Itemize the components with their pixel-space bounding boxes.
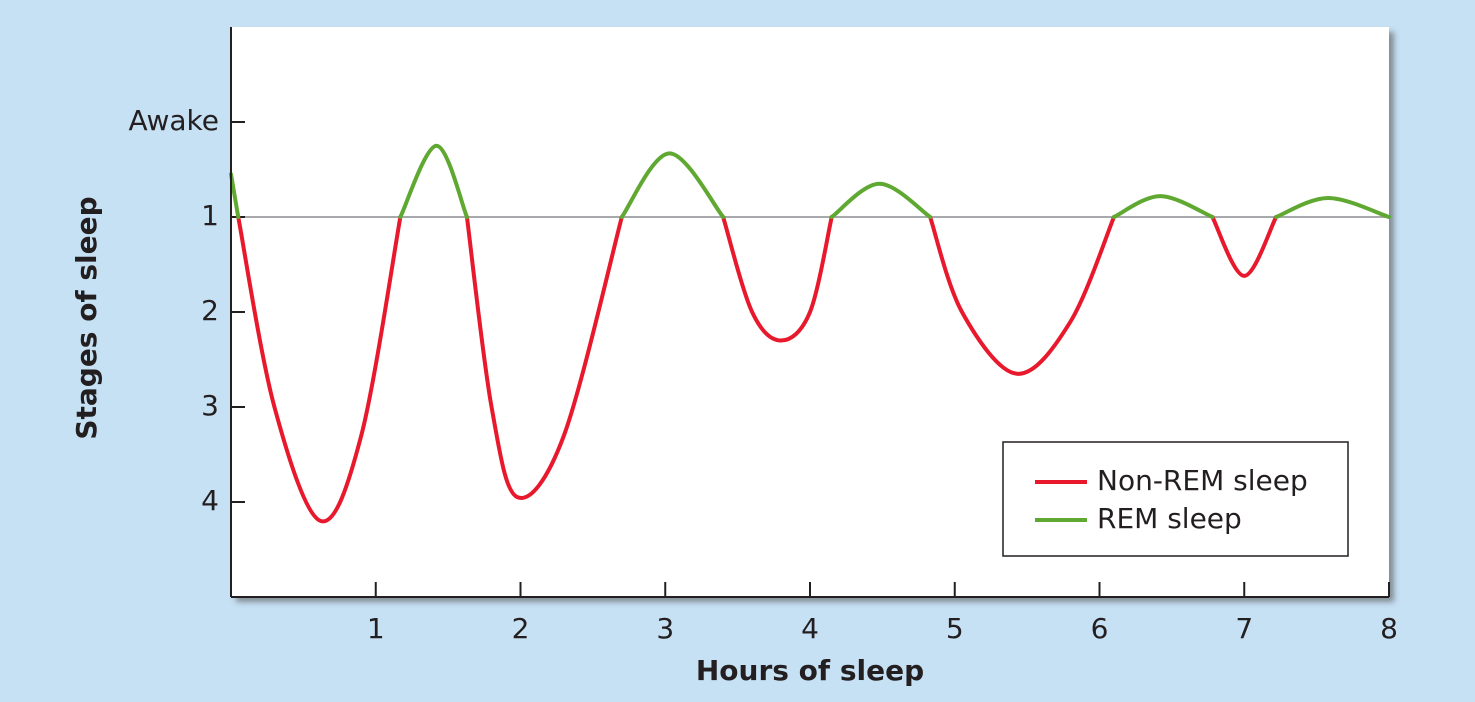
x-tick-label: 2	[512, 612, 530, 645]
x-tick-label: 8	[1380, 612, 1398, 645]
y-tick-label: Awake	[128, 104, 219, 137]
x-tick-label: 7	[1235, 612, 1253, 645]
x-tick-label: 3	[656, 612, 674, 645]
y-tick-label: 4	[201, 484, 219, 517]
x-tick-label: 4	[801, 612, 819, 645]
x-tick-label: 1	[367, 612, 385, 645]
y-tick-label: 2	[201, 294, 219, 327]
line-series	[229, 143, 1391, 219]
legend-box	[1002, 441, 1349, 557]
y-tick-label: 1	[201, 199, 219, 232]
y-axis-title: Stages of sleep	[70, 196, 103, 439]
x-tick-label: 5	[946, 612, 964, 645]
y-tick-label: 3	[201, 389, 219, 422]
x-tick-label: 6	[1091, 612, 1109, 645]
legend-label: REM sleep	[1097, 502, 1242, 535]
legend-label: Non-REM sleep	[1097, 464, 1308, 497]
x-axis-title: Hours of sleep	[696, 654, 924, 687]
